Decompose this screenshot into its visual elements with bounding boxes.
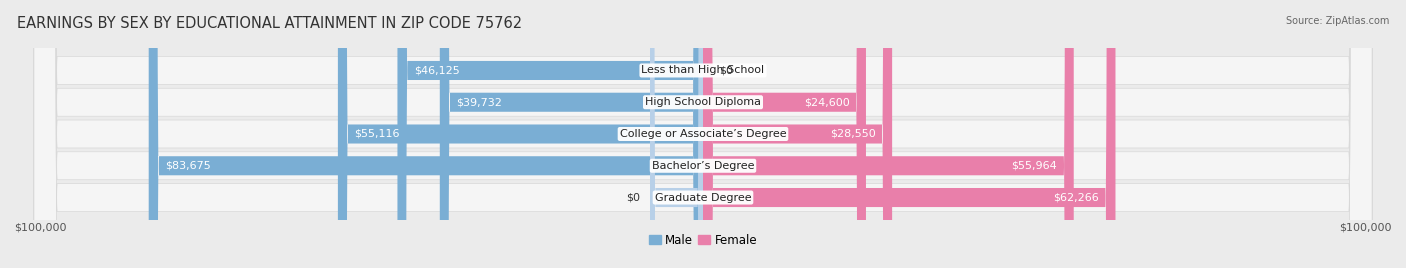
Text: $62,266: $62,266 [1053,192,1099,203]
FancyBboxPatch shape [703,0,866,268]
FancyBboxPatch shape [337,0,703,268]
FancyBboxPatch shape [34,0,1372,268]
Text: Less than High School: Less than High School [641,65,765,76]
FancyBboxPatch shape [34,0,1372,268]
FancyBboxPatch shape [34,0,1372,268]
Text: College or Associate’s Degree: College or Associate’s Degree [620,129,786,139]
Text: $55,964: $55,964 [1011,161,1057,171]
FancyBboxPatch shape [703,0,893,268]
Legend: Male, Female: Male, Female [644,229,762,252]
Text: $28,550: $28,550 [830,129,876,139]
Text: $55,116: $55,116 [354,129,399,139]
FancyBboxPatch shape [703,0,1115,268]
FancyBboxPatch shape [440,0,703,268]
Text: $83,675: $83,675 [166,161,211,171]
Text: Source: ZipAtlas.com: Source: ZipAtlas.com [1285,16,1389,26]
Text: $39,732: $39,732 [457,97,502,107]
FancyBboxPatch shape [703,0,1074,268]
FancyBboxPatch shape [34,0,1372,268]
Text: $24,600: $24,600 [804,97,849,107]
Text: $46,125: $46,125 [413,65,460,76]
Text: $0: $0 [720,65,734,76]
FancyBboxPatch shape [149,0,703,268]
Text: Graduate Degree: Graduate Degree [655,192,751,203]
FancyBboxPatch shape [398,0,703,268]
Text: EARNINGS BY SEX BY EDUCATIONAL ATTAINMENT IN ZIP CODE 75762: EARNINGS BY SEX BY EDUCATIONAL ATTAINMEN… [17,16,522,31]
FancyBboxPatch shape [650,0,703,268]
Text: High School Diploma: High School Diploma [645,97,761,107]
FancyBboxPatch shape [34,0,1372,268]
Text: $0: $0 [626,192,640,203]
Text: Bachelor’s Degree: Bachelor’s Degree [652,161,754,171]
